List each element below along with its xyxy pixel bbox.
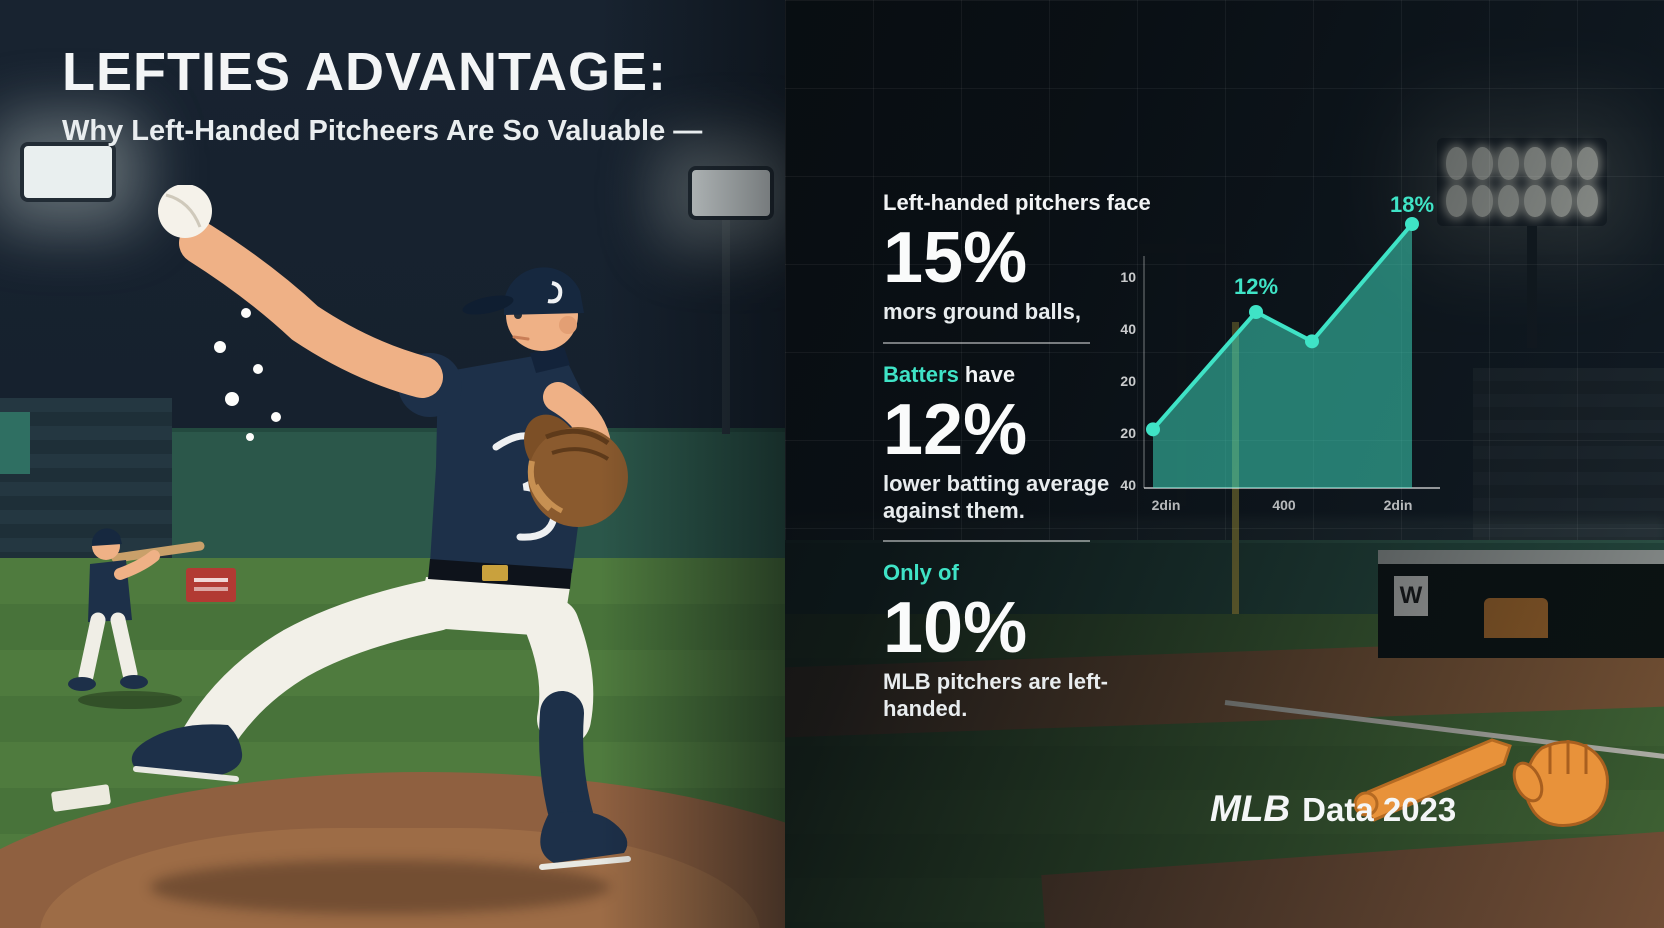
stat-block-batting-average: Batters have 12% lower batting average a…: [883, 362, 1183, 524]
baseball-icon: [158, 185, 212, 238]
y-tick: 40: [1120, 321, 1136, 337]
stat-lead-rest: have: [958, 361, 1016, 387]
stat-tail: MLB pitchers are left-handed.: [883, 669, 1108, 721]
x-tick: 2din: [1384, 497, 1413, 513]
sweat-drops: [214, 308, 281, 441]
mlb-brand: MLB: [1210, 788, 1291, 829]
bat-icon: [1353, 738, 1512, 822]
pitcher-shadow: [150, 860, 610, 914]
data-label: 18%: [1390, 196, 1434, 217]
pitcher-illustration: [131, 185, 631, 870]
y-tick: 20: [1120, 373, 1136, 389]
stat-tail: lower batting average against them.: [883, 471, 1110, 523]
stats-column: Left-handed pitchers face 15% mors groun…: [883, 190, 1183, 722]
divider: [883, 341, 1090, 344]
stat-value: 15%: [883, 218, 1028, 298]
y-tick: 20: [1120, 425, 1136, 441]
header: LEFTIES ADVANTAGE: Why Left-Handed Pitch…: [62, 44, 772, 148]
page-title: LEFTIES ADVANTAGE:: [62, 42, 667, 102]
cap-icon: [504, 267, 584, 315]
data-label: 12%: [1234, 274, 1278, 299]
stat-tail: mors ground balls,: [883, 299, 1082, 325]
stat-lead-accent: Only of: [883, 560, 959, 586]
fielder-illustration: [68, 528, 205, 709]
scoreboard: [0, 412, 30, 474]
area-chart: 10 40 20 20 40 2din 400 2din 12% 18%: [1106, 192, 1451, 526]
stat-lead: Left-handed pitchers face: [883, 190, 1151, 215]
chart-line: [1151, 222, 1414, 432]
stat-lead-accent: Batters: [883, 361, 959, 387]
stat-block-ground-balls: Left-handed pitchers face 15% mors groun…: [883, 190, 1183, 326]
chart-area-fill: [1153, 224, 1412, 488]
chart-points: [1146, 217, 1419, 437]
y-tick: 40: [1120, 477, 1136, 493]
page-subtitle: Why Left-Handed Pitcheers Are So Valuabl…: [62, 114, 703, 147]
divider: [883, 540, 1090, 543]
footer-icons: [1353, 738, 1609, 827]
wall-ad-sign: [186, 568, 236, 602]
chart-plot: 10 40 20 20 40 2din 400 2din 12% 18%: [1120, 192, 1440, 513]
y-tick: 10: [1120, 269, 1136, 285]
stat-value: 10%: [883, 588, 1028, 669]
stat-lead: Batters have: [883, 362, 1183, 388]
stat-value: 12%: [883, 389, 1028, 470]
stat-block-lefty-share: Only of 10% MLB pitchers are left-handed…: [883, 560, 1183, 722]
x-tick: 2din: [1152, 497, 1181, 513]
scene-shadow: [600, 0, 785, 928]
stadium-light-icon: [20, 142, 116, 202]
glove-icon: [1512, 740, 1609, 827]
source-label: Data 2023: [1302, 791, 1457, 828]
source-credit: MLB Data 2023: [1210, 788, 1456, 830]
x-tick: 400: [1272, 497, 1296, 513]
stadium-scene-left: [0, 0, 785, 928]
